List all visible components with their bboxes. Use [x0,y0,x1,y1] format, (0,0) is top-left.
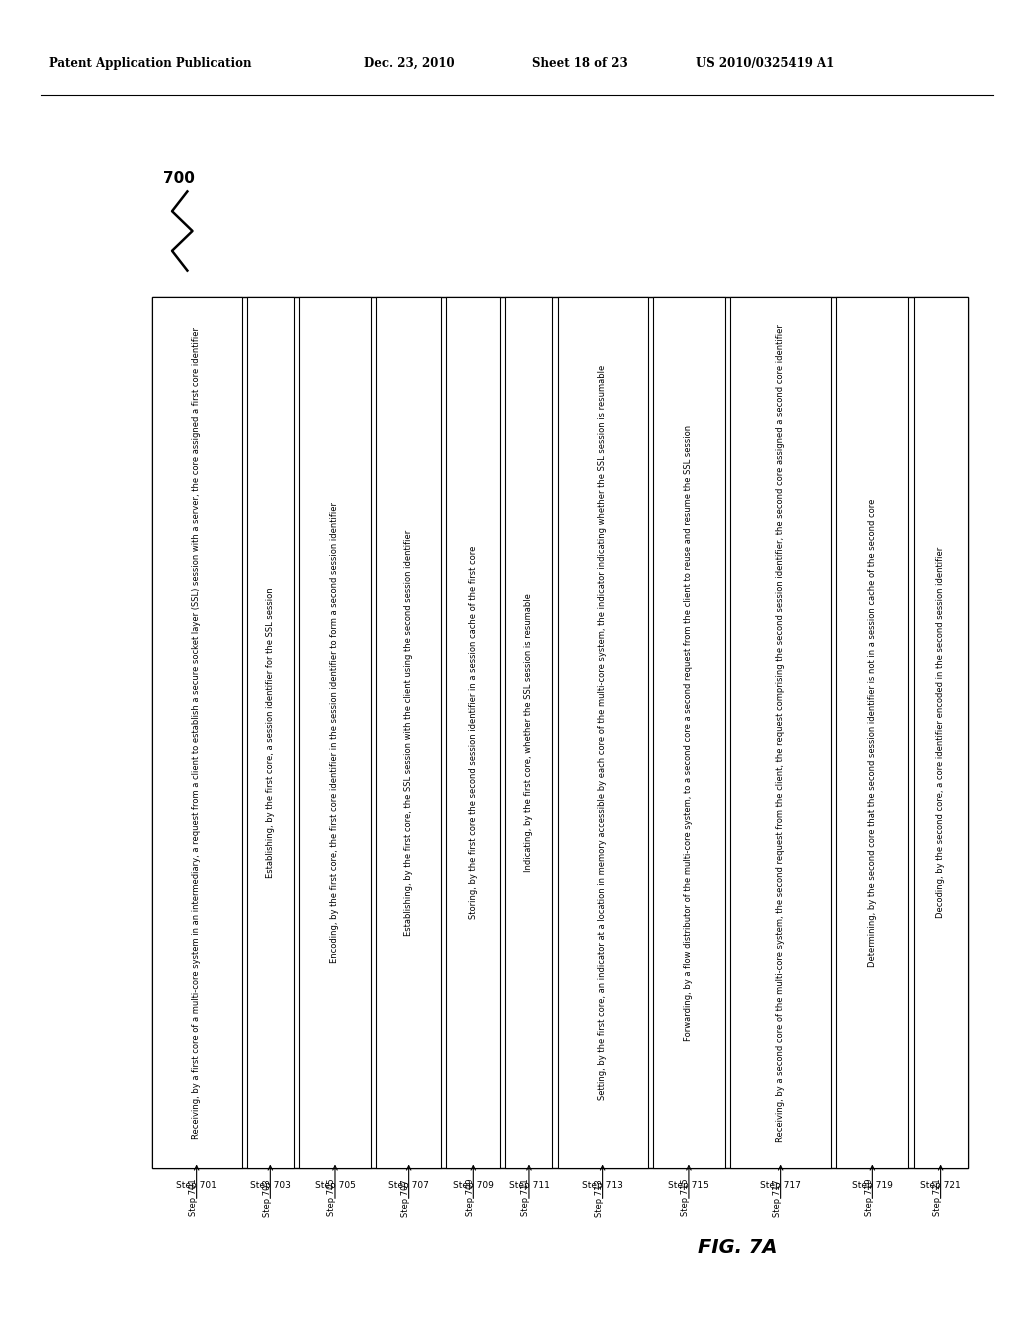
Text: Setting, by the first core, an indicator at a location in memory accessible by e: Setting, by the first core, an indicator… [598,364,607,1101]
Text: Establishing, by the first core, a session identifier for the SSL session: Establishing, by the first core, a sessi… [266,587,274,878]
Text: Step 719: Step 719 [852,1181,893,1191]
Bar [376,297,441,1168]
Text: Storing, by the first core the second session identifier in a session cache of t: Storing, by the first core the second se… [469,546,478,919]
Bar [837,297,908,1168]
Text: Patent Application Publication: Patent Application Publication [49,57,252,70]
Text: Step 705: Step 705 [328,1179,337,1217]
Bar [506,297,552,1168]
Text: Step 717: Step 717 [773,1179,782,1217]
Text: Step 721: Step 721 [921,1181,961,1191]
Text: Receiving, by a first core of a multi-core system in an intermediary, a request : Receiving, by a first core of a multi-co… [193,326,201,1139]
Text: Step 717: Step 717 [760,1181,801,1191]
Text: Step 705: Step 705 [314,1181,355,1191]
Text: FIG. 7A: FIG. 7A [697,1238,777,1257]
Text: Receiving, by a second core of the multi-core system, the second request from th: Receiving, by a second core of the multi… [776,323,785,1142]
Text: Step 709: Step 709 [453,1181,494,1191]
Text: Step 715: Step 715 [681,1179,690,1217]
Bar [557,297,648,1168]
Text: Dec. 23, 2010: Dec. 23, 2010 [364,57,455,70]
Text: Step 711: Step 711 [509,1181,550,1191]
Text: Step 703: Step 703 [250,1181,291,1191]
Text: Step 709: Step 709 [466,1179,475,1217]
Text: 700: 700 [163,170,196,186]
Text: Step 707: Step 707 [401,1179,410,1217]
Bar [730,297,831,1168]
Text: Decoding, by the second core, a core identifier encoded in the second session id: Decoding, by the second core, a core ide… [936,546,945,919]
Text: Step 711: Step 711 [521,1179,530,1217]
Text: Encoding, by the first core, the first core identifier in the session identifier: Encoding, by the first core, the first c… [331,502,340,964]
Text: Step 715: Step 715 [669,1181,710,1191]
Text: Step 707: Step 707 [388,1181,429,1191]
Text: Determining, by the second core that the second session identifier is not in a s: Determining, by the second core that the… [868,499,877,966]
Bar [152,297,242,1168]
Bar [446,297,501,1168]
Text: Establishing, by the first core, the SSL session with the client using the secon: Establishing, by the first core, the SSL… [404,529,413,936]
Text: Sheet 18 of 23: Sheet 18 of 23 [532,57,629,70]
Text: Step 721: Step 721 [933,1179,942,1217]
Bar [299,297,371,1168]
Text: Indicating, by the first core, whether the SSL session is resumable: Indicating, by the first core, whether t… [524,593,534,873]
Bar [247,297,294,1168]
Bar [913,297,968,1168]
Text: Step 713: Step 713 [583,1181,623,1191]
Text: Step 719: Step 719 [865,1179,873,1217]
Bar [152,297,968,1168]
Text: Forwarding, by a flow distributor of the multi-core system, to a second core a s: Forwarding, by a flow distributor of the… [684,425,693,1040]
Text: US 2010/0325419 A1: US 2010/0325419 A1 [696,57,835,70]
Text: Step 703: Step 703 [263,1179,271,1217]
Bar [653,297,725,1168]
Text: Step 713: Step 713 [595,1179,604,1217]
Text: Step 701: Step 701 [176,1181,217,1191]
Text: Step 701: Step 701 [189,1179,198,1217]
